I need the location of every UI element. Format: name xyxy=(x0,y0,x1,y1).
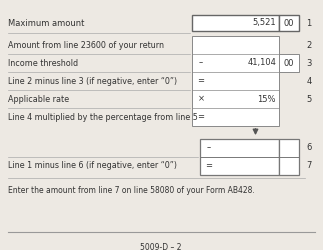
Text: 7: 7 xyxy=(306,162,312,170)
Text: 41,104: 41,104 xyxy=(247,58,276,68)
Bar xyxy=(192,36,279,126)
Text: 5: 5 xyxy=(307,94,312,104)
Text: 1: 1 xyxy=(307,18,312,28)
Bar xyxy=(279,54,299,72)
Text: Line 4 multiplied by the percentage from line 5: Line 4 multiplied by the percentage from… xyxy=(8,112,198,122)
Text: 5,521: 5,521 xyxy=(252,18,276,28)
Text: Line 1 minus line 6 (if negative, enter “0”): Line 1 minus line 6 (if negative, enter … xyxy=(8,162,177,170)
Text: 15%: 15% xyxy=(257,94,276,104)
Text: =: = xyxy=(205,162,213,170)
Bar xyxy=(192,15,279,31)
Text: 4: 4 xyxy=(307,76,312,86)
Text: 3: 3 xyxy=(306,58,312,68)
Text: ×: × xyxy=(197,94,204,104)
Text: 6: 6 xyxy=(306,144,312,152)
Text: Applicable rate: Applicable rate xyxy=(8,94,69,104)
Bar xyxy=(279,139,299,175)
Text: Enter the amount from line 7 on line 58080 of your Form AB428.: Enter the amount from line 7 on line 580… xyxy=(8,186,255,195)
Bar xyxy=(279,15,299,31)
Text: 5009-D – 2: 5009-D – 2 xyxy=(140,243,182,250)
Text: –: – xyxy=(207,144,211,152)
Bar xyxy=(200,139,279,175)
Text: =: = xyxy=(197,112,204,122)
Text: Maximum amount: Maximum amount xyxy=(8,18,84,28)
Text: 00: 00 xyxy=(284,58,294,68)
Text: –: – xyxy=(199,58,203,68)
Text: Line 2 minus line 3 (if negative, enter “0”): Line 2 minus line 3 (if negative, enter … xyxy=(8,76,177,86)
Text: Amount from line 23600 of your return: Amount from line 23600 of your return xyxy=(8,40,164,50)
Text: 2: 2 xyxy=(307,40,312,50)
Text: =: = xyxy=(197,76,204,86)
Text: 00: 00 xyxy=(284,18,294,28)
Text: Income threshold: Income threshold xyxy=(8,58,78,68)
